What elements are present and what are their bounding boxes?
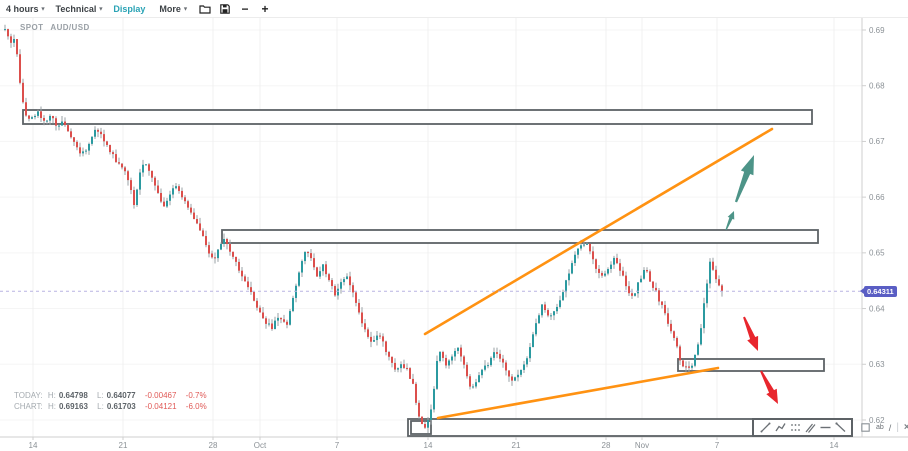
last-price-badge: 0.64311: [860, 285, 897, 297]
y-axis-labels: 0.69 0.68 0.67 0.66 0.65 0.64 0.63 0.62: [862, 26, 885, 425]
display-menu[interactable]: Display: [113, 4, 145, 14]
svg-text:0.67: 0.67: [869, 137, 885, 146]
svg-text:28: 28: [602, 441, 611, 450]
today-change-value: -0.00467: [144, 391, 177, 400]
chevron-down-icon: ▾: [99, 6, 103, 13]
toolbar-divider: |: [896, 422, 899, 433]
svg-text:0.65: 0.65: [869, 249, 885, 258]
close-toolbar-icon[interactable]: ×: [903, 422, 908, 433]
save-icon[interactable]: [218, 2, 232, 16]
drawing-toolbar: ab / | ×: [752, 418, 908, 437]
today-low-value: 0.64077: [106, 391, 136, 400]
open-folder-icon[interactable]: [198, 2, 212, 16]
high-label: H:: [47, 391, 56, 400]
svg-text:0.63: 0.63: [869, 360, 885, 369]
axis-borders: [0, 18, 908, 438]
svg-text:7: 7: [335, 441, 340, 450]
svg-text:Oct: Oct: [254, 441, 267, 450]
horizontal-line-tool-icon[interactable]: [819, 422, 831, 434]
chart-label: CHART:: [14, 402, 43, 411]
ray-tool-icon[interactable]: [834, 422, 846, 434]
today-stats-row: TODAY: H: 0.64798 L: 0.64077 -0.00467 -0.7…: [14, 390, 214, 401]
rising-trendline-minor[interactable]: [436, 366, 720, 420]
low-label: L:: [97, 402, 104, 411]
polyline-tool-icon[interactable]: [774, 422, 786, 434]
today-label: TODAY:: [14, 391, 43, 400]
annotation-box-support-zone-lower[interactable]: [677, 358, 825, 372]
bullish-arrow-small[interactable]: [725, 211, 735, 231]
svg-text:0.69: 0.69: [869, 26, 885, 35]
anchor-box-tool-icon[interactable]: [859, 422, 871, 434]
timeframe-label: 4 hours: [6, 3, 39, 14]
text-label-tool-icon[interactable]: ab: [876, 423, 884, 431]
chart-low-value: 0.61703: [106, 402, 136, 411]
chevron-down-icon: ▾: [183, 6, 187, 13]
display-label: Display: [113, 3, 146, 14]
technical-label: Technical: [55, 3, 97, 14]
chart-high-value: 0.69163: [58, 402, 88, 411]
svg-text:0.62: 0.62: [869, 416, 885, 425]
svg-text:14: 14: [29, 441, 38, 450]
svg-text:7: 7: [715, 441, 720, 450]
svg-text:28: 28: [209, 441, 218, 450]
chart-toolbar: 4 hours ▾ Technical ▾ Display More ▾ − +: [0, 0, 908, 18]
market-type-label: SPOT: [20, 23, 44, 32]
high-label: H:: [47, 402, 56, 411]
svg-text:21: 21: [512, 441, 521, 450]
currency-pair-label: AUD/USD: [50, 23, 90, 32]
technical-dropdown[interactable]: Technical ▾: [56, 4, 103, 14]
svg-text:14: 14: [424, 441, 433, 450]
symbol-label: SPOT AUD/USD: [20, 23, 90, 32]
zoom-in-icon[interactable]: +: [261, 1, 269, 16]
today-high-value: 0.64798: [58, 391, 88, 400]
chevron-down-icon: ▾: [41, 6, 45, 13]
drawing-tool-extras: ab / | ×: [853, 422, 908, 434]
bearish-arrow-lower[interactable]: [760, 370, 778, 404]
low-label: L:: [97, 391, 104, 400]
chart-change-pct: -6.0%: [185, 402, 207, 411]
x-axis-labels: 14 21 28 Oct 7 14 21 28 Nov 7 14: [29, 437, 839, 450]
more-dropdown[interactable]: More ▾: [159, 4, 187, 14]
today-change-pct: -0.7%: [185, 391, 207, 400]
chart-change-value: -0.04121: [144, 402, 177, 411]
drawing-tool-group: [752, 418, 853, 437]
trendline-tool-icon[interactable]: [759, 422, 771, 434]
bullish-arrow-large[interactable]: [734, 155, 754, 203]
annotation-box-resistance-zone-upper[interactable]: [22, 109, 813, 125]
more-label: More: [159, 3, 181, 14]
candlesticks: [4, 29, 723, 428]
annotation-box-resistance-zone-middle[interactable]: [221, 229, 819, 244]
gridlines: [0, 18, 862, 437]
svg-text:Nov: Nov: [635, 441, 649, 450]
bearish-arrow-upper[interactable]: [743, 316, 759, 351]
svg-text:0.64: 0.64: [869, 304, 885, 313]
pattern-tool-icon[interactable]: [789, 422, 801, 434]
price-stats: TODAY: H: 0.64798 L: 0.64077 -0.00467 -0.7…: [14, 390, 214, 412]
svg-text:21: 21: [119, 441, 128, 450]
timeframe-dropdown[interactable]: 4 hours ▾: [6, 4, 45, 14]
chart-stats-row: CHART: H: 0.69163 L: 0.61703 -0.04121 -6.0…: [14, 401, 214, 412]
zoom-out-icon[interactable]: −: [241, 1, 249, 16]
svg-text:14: 14: [830, 441, 839, 450]
svg-text:0.66: 0.66: [869, 193, 885, 202]
measure-slash-icon[interactable]: /: [888, 422, 892, 433]
svg-text:0.68: 0.68: [869, 82, 885, 91]
parallel-channel-tool-icon[interactable]: [804, 422, 816, 434]
rising-trendline-major[interactable]: [423, 127, 774, 336]
